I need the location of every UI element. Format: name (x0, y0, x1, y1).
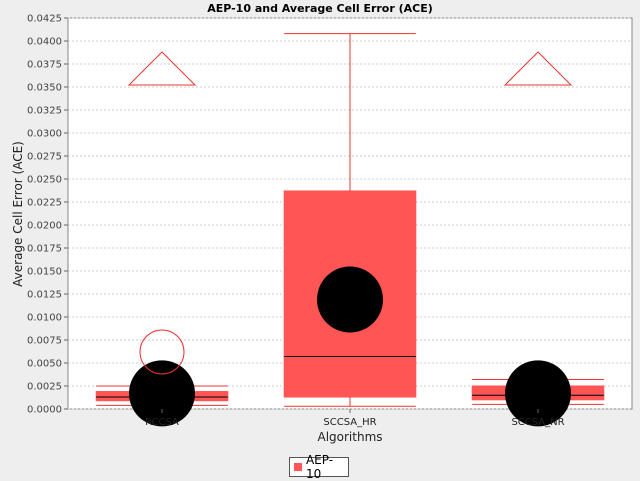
y-tick-label: 0.0175 (27, 244, 62, 255)
y-tick-label: 0.0325 (27, 106, 62, 117)
y-tick-label: 0.0150 (27, 267, 62, 278)
y-tick-label: 0.0050 (27, 359, 62, 370)
y-tick-label: 0.0225 (27, 198, 62, 209)
chart-title: AEP-10 and Average Cell Error (ACE) (207, 2, 433, 15)
mean-marker (129, 360, 195, 427)
y-tick-label: 0.0250 (27, 175, 62, 186)
legend: AEP-10 (289, 453, 349, 481)
y-tick-label: 0.0275 (27, 152, 62, 163)
y-tick-label: 0.0300 (27, 129, 62, 140)
y-tick-label: 0.0075 (27, 336, 62, 347)
y-tick-label: 0.0350 (27, 83, 62, 94)
legend-label: AEP-10 (305, 453, 334, 481)
y-tick-label: 0.0425 (27, 14, 62, 25)
x-category-label: SCCSA_NR (511, 417, 564, 428)
y-tick-label: 0.0125 (27, 290, 62, 301)
boxes-group (95, 33, 605, 427)
x-category-label: RCCSA (145, 417, 179, 428)
mean-marker (505, 360, 571, 427)
legend-swatch (294, 463, 302, 471)
y-axis-ticks: 0.0000 0.0025 0.0050 0.0075 0.0100 0.0125 0.01… (27, 14, 68, 416)
x-category-label: SCCSA_HR (323, 417, 376, 428)
box-rccsa (95, 51, 229, 427)
y-axis-label: Average Cell Error (ACE) (11, 141, 25, 287)
far-out-marker (127, 51, 197, 86)
y-tick-label: 0.0375 (27, 60, 62, 71)
x-axis-label: Algorithms (317, 430, 382, 444)
far-out-marker (503, 51, 573, 86)
box-sccsa_hr (283, 33, 417, 407)
y-tick-label: 0.0100 (27, 313, 62, 324)
y-tick-label: 0.0200 (27, 221, 62, 232)
y-tick-label: 0.0025 (27, 382, 62, 393)
mean-marker (317, 266, 383, 333)
y-tick-label: 0.0000 (27, 405, 62, 416)
x-axis-categories: RCCSA SCCSA_HR SCCSA_NR (145, 409, 565, 428)
box-sccsa_nr (471, 51, 605, 427)
y-tick-label: 0.0400 (27, 37, 62, 48)
outlier-marker (139, 329, 185, 375)
